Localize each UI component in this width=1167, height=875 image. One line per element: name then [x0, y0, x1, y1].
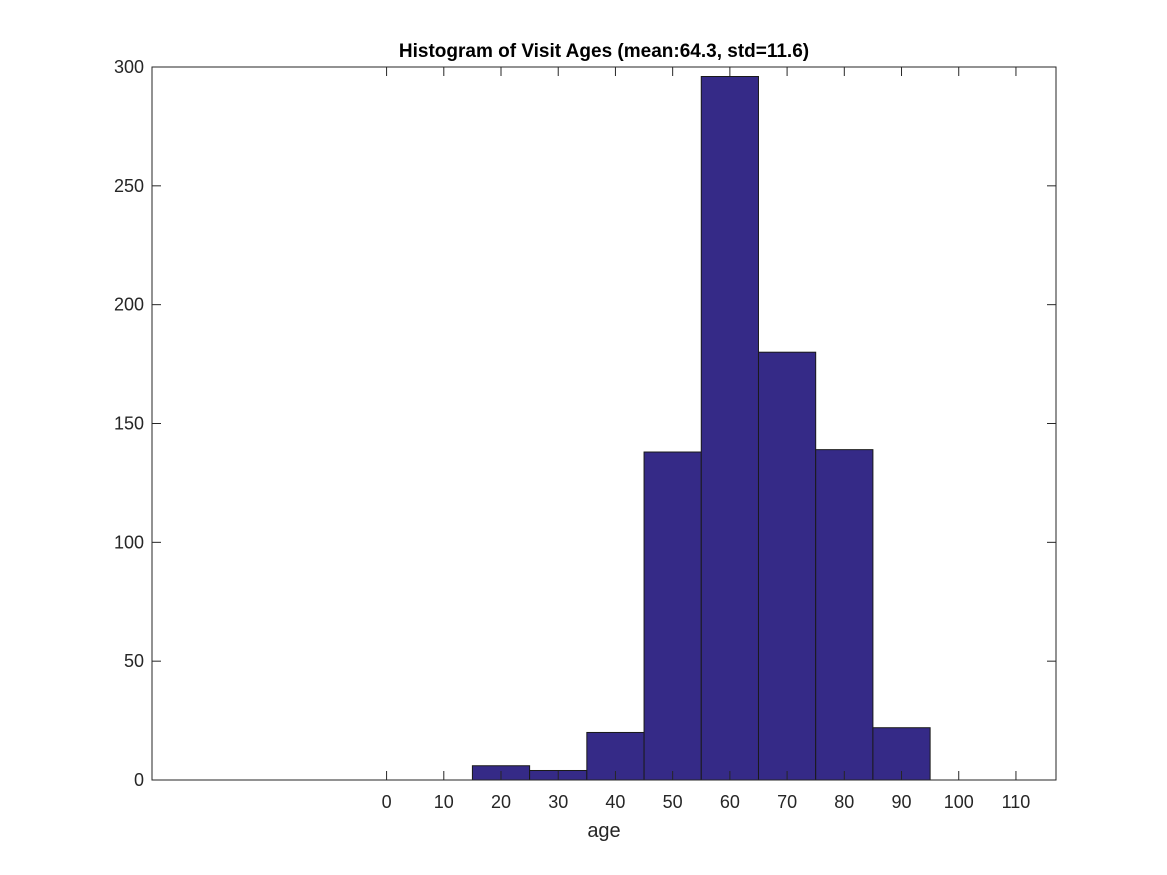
x-tick-label: 50 — [663, 792, 683, 812]
y-tick-label: 150 — [114, 414, 144, 434]
histogram-bar — [815, 449, 874, 781]
chart-title: Histogram of Visit Ages (mean:64.3, std=… — [399, 41, 809, 62]
x-tick-label: 40 — [605, 792, 625, 812]
histogram-bar — [700, 76, 759, 781]
tick-labels-layer: 0 10 20 30 40 50 60 70 80 90 100 110 0 50 100 150 200 250… — [114, 57, 1030, 812]
y-tick-label: 200 — [114, 295, 144, 315]
y-tick-label: 100 — [114, 532, 144, 552]
bars-layer — [471, 76, 931, 781]
plot-area — [152, 67, 1056, 780]
histogram-bar — [643, 451, 702, 781]
x-tick-label: 20 — [491, 792, 511, 812]
x-tick-label: 70 — [777, 792, 797, 812]
x-axis-label: age — [587, 820, 620, 842]
y-tick-label: 0 — [134, 770, 144, 790]
y-tick-label: 50 — [124, 651, 144, 671]
x-tick-label: 100 — [944, 792, 974, 812]
x-tick-label: 0 — [382, 792, 392, 812]
y-tick-label: 300 — [114, 57, 144, 77]
x-tick-label: 60 — [720, 792, 740, 812]
x-tick-label: 80 — [834, 792, 854, 812]
x-tick-label: 30 — [548, 792, 568, 812]
x-tick-label: 110 — [1002, 792, 1031, 812]
histogram-bar — [757, 351, 817, 781]
y-tick-label: 250 — [114, 176, 144, 196]
x-tick-label: 90 — [892, 792, 912, 812]
axes-box — [151, 66, 1057, 781]
x-tick-label: 10 — [434, 792, 454, 812]
